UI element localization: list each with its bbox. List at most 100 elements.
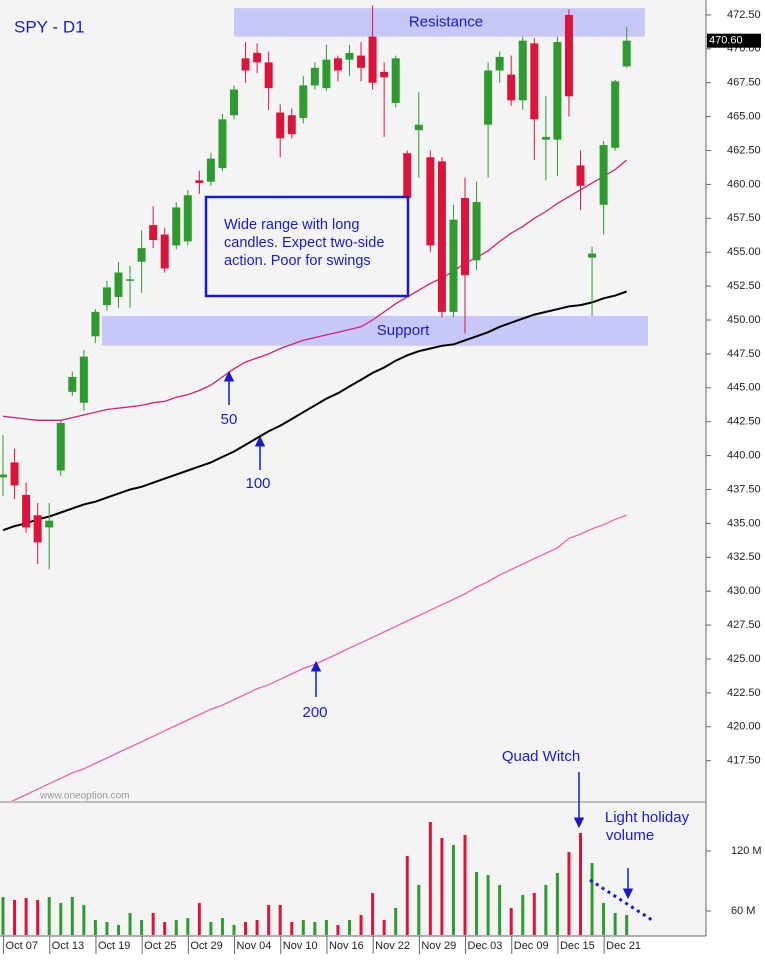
y-tick-label: 450.00 [727,314,761,326]
volume-bar [428,822,432,935]
volume-bar [82,905,86,935]
y-tick-label: 435.00 [727,517,761,529]
y-tick-label: 437.50 [727,483,761,495]
candle-body [264,62,273,89]
plot-background [0,0,706,936]
candle-body [472,202,481,261]
volume-bar [117,925,120,935]
volume-bar [486,875,490,935]
watermark: www.oneoption.com [39,791,130,802]
volume-bar [232,925,236,935]
volume-bar [197,903,201,935]
candle-body [230,89,238,116]
ma-label: 100 [245,475,270,492]
candle-body [599,145,608,205]
x-tick-label: Nov 04 [237,940,272,952]
x-tick-label: Dec 03 [468,940,503,952]
volume-bar [394,908,398,935]
y-tick-label: 447.50 [727,348,761,360]
candle-body [507,74,516,101]
x-tick-label: Oct 13 [52,940,84,952]
ma-label: 200 [302,704,327,721]
annotation: volume [606,827,654,844]
volume-bar [174,920,178,935]
candle-body [137,248,146,262]
candle-body [195,180,204,184]
x-tick-label: Dec 15 [560,940,595,952]
volume-bar [498,885,502,935]
candle-body [102,287,111,306]
volume-bar [13,900,17,935]
y-tick-label: 445.00 [727,382,761,394]
volume-bar [521,895,525,935]
trend-line [589,878,653,922]
volume-bar [371,893,375,935]
x-tick-label: Oct 29 [190,940,222,952]
y-tick-label: 427.50 [727,619,761,631]
candle-body [403,153,412,198]
candle-body [530,43,539,120]
volume-bar [93,920,97,935]
volume-bar [301,920,305,935]
candle-body [333,58,342,71]
volume-bar [405,856,409,935]
note-line: action. Poor for swings [224,253,371,269]
volume-bar [1,897,5,935]
volume-bar [451,845,455,935]
note-line: candles. Expect two-side [224,235,384,251]
candle-body [611,81,620,148]
volume-bar [567,852,571,935]
x-tick-label: Oct 07 [6,940,38,952]
volume-bar [348,920,351,935]
volume-bar [613,913,617,935]
candle-body [218,119,227,169]
volume-bar [625,915,629,935]
volume-bar [70,897,74,935]
candle-body [253,52,262,63]
y-tick-label: 457.50 [727,212,761,224]
candle-body [33,515,42,543]
zone [102,315,648,346]
y-tick-label: 472.50 [727,9,761,21]
y-tick-label: 465.00 [727,111,761,123]
y-tick-label: 420.00 [727,721,761,733]
x-tick-label: Dec 09 [514,940,549,952]
y-tick-label: 467.50 [727,77,761,89]
candle-body [68,376,77,392]
volume-bar [47,897,51,935]
moving-average [2,159,628,421]
volume-bar [382,920,386,935]
volume-bar [140,920,144,935]
candle-body [541,136,550,140]
candle-body [149,225,158,240]
volume-bar [128,913,132,935]
candle-body [357,55,366,68]
candle-body [206,158,215,182]
y-tick-label: 432.50 [727,551,761,563]
y-tick-label: 417.50 [727,755,761,767]
volume-bar [463,835,467,935]
x-tick-label: Nov 29 [421,940,456,952]
x-tick-label: Dec 21 [606,940,641,952]
volume-bar [475,872,479,935]
y-tick-label: 460.00 [727,178,761,190]
volume-bar [324,920,328,935]
candle-body [484,70,493,125]
y-tick-label: 442.50 [727,416,761,428]
y-tick-label: 422.50 [727,687,761,699]
candle-body [414,124,423,131]
candle-body [322,59,331,89]
candle-body [518,40,527,101]
x-tick-label: Oct 25 [144,940,176,952]
volume-bar [579,833,582,935]
x-tick-label: Nov 10 [283,940,318,952]
candle-body [553,42,562,140]
candle-body [461,197,469,276]
candle-body [45,520,54,528]
candle-body [576,165,585,186]
candle-body [0,474,7,478]
volume-tick-label: 120 M [731,845,762,857]
note-line: Wide range with long [224,217,359,233]
candle-body [172,207,181,246]
